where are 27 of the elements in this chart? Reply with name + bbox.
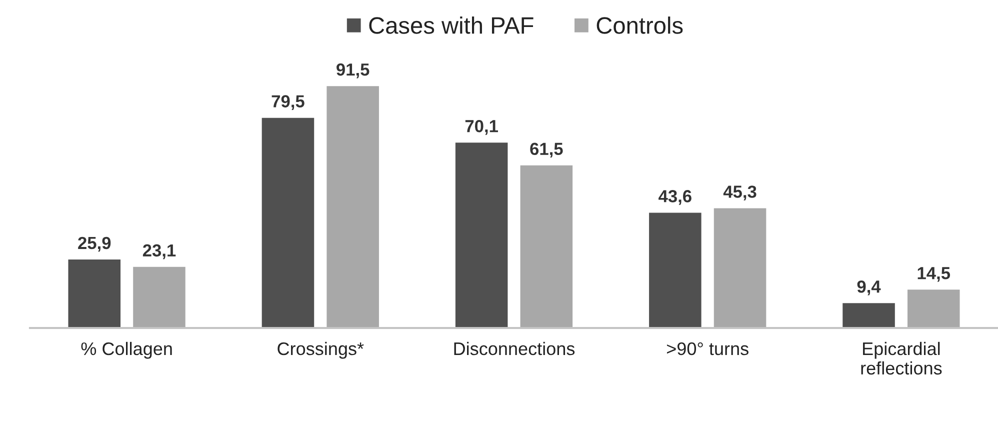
bar	[649, 212, 702, 328]
bar	[68, 260, 121, 328]
x-tick-label: >90° turns	[666, 342, 748, 356]
x-tick-label: % Collagen	[81, 342, 172, 359]
data-label: 43,6	[658, 190, 692, 205]
legend-label: Controls	[596, 16, 683, 34]
bar	[455, 142, 508, 328]
data-label: 14,5	[918, 267, 950, 282]
x-tick-label: Epicardial reflections	[861, 342, 942, 375]
data-label: 91,5	[336, 63, 370, 78]
bar	[262, 118, 314, 328]
data-label: 79,5	[272, 95, 304, 110]
data-label: 23,1	[142, 244, 176, 260]
bar	[520, 165, 573, 328]
x-tick-label: Crossings*	[278, 342, 364, 359]
data-label: 70,1	[465, 120, 498, 135]
data-label: 9,4	[857, 280, 881, 296]
x-tick-label: Disconnections	[454, 342, 575, 356]
legend-label: Cases with PAF	[369, 16, 534, 34]
data-label: 25,9	[78, 236, 111, 252]
bar	[714, 208, 766, 328]
bar	[842, 303, 895, 328]
bar	[133, 266, 186, 328]
bar	[326, 86, 379, 328]
data-label: 61,5	[530, 142, 563, 158]
bar	[907, 290, 960, 328]
data-label: 45,3	[723, 186, 756, 200]
